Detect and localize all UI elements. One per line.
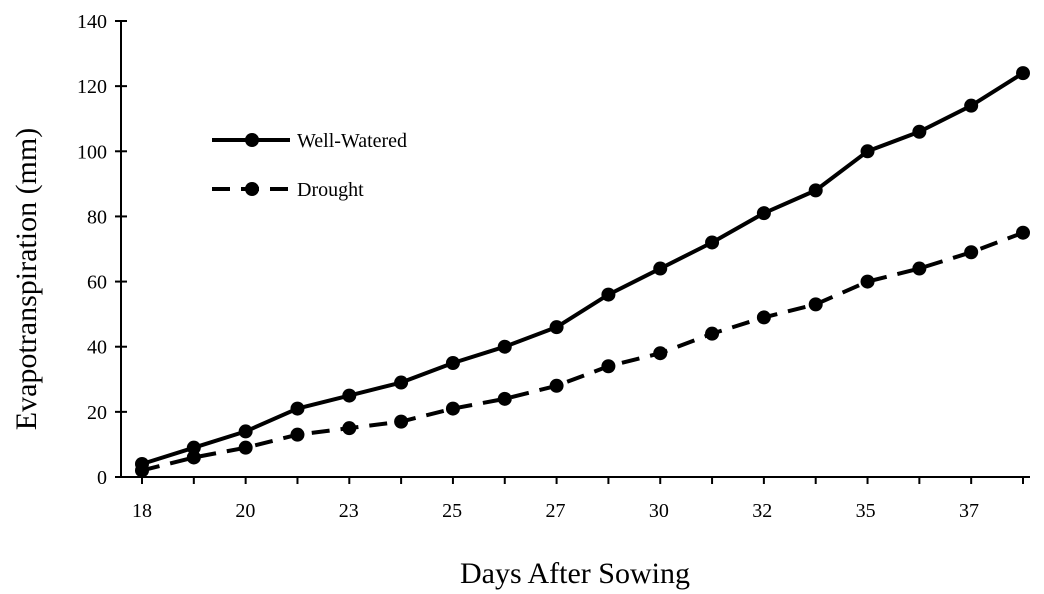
- data-point: [601, 359, 616, 374]
- data-point: [238, 440, 253, 455]
- data-point: [1016, 225, 1030, 240]
- series-line: [141, 230, 1024, 473]
- data-point: [445, 356, 460, 370]
- data-point: [860, 144, 875, 159]
- data-point: [342, 421, 357, 436]
- data-point: [135, 463, 149, 478]
- data-point: [705, 235, 720, 250]
- x-tick-label: 37: [959, 500, 979, 522]
- data-point: [186, 450, 201, 465]
- legend-swatch-marker: [245, 133, 259, 147]
- data-point: [342, 388, 357, 403]
- data-point: [1016, 66, 1030, 81]
- data-point: [964, 245, 979, 260]
- data-point: [549, 378, 564, 393]
- legend-label: Well-Watered: [297, 130, 407, 152]
- data-point: [860, 274, 875, 289]
- series-drought: [135, 225, 1030, 478]
- y-tick-label: 80: [87, 206, 107, 228]
- x-axis-title: Days After Sowing: [460, 557, 690, 590]
- data-point: [912, 261, 927, 276]
- data-point: [653, 346, 668, 361]
- y-tick-label: 100: [77, 141, 107, 163]
- data-point: [497, 339, 512, 354]
- series-layer: [135, 66, 1030, 478]
- axes: 0 20 40 60 80 100 120 140 18 20 23 25 27 30 32 35 37: [77, 11, 1030, 522]
- x-tick-label: 18: [132, 500, 152, 522]
- data-point: [497, 391, 512, 406]
- x-tick-label: 23: [339, 500, 359, 522]
- y-axis-title: Evapotranspiration (mm): [10, 128, 43, 430]
- data-point: [549, 320, 564, 335]
- data-point: [964, 98, 979, 113]
- data-point: [394, 375, 409, 390]
- data-point: [808, 183, 823, 198]
- data-point: [601, 287, 616, 302]
- series-well-watered: [135, 66, 1030, 471]
- data-point: [394, 414, 409, 429]
- data-point: [290, 401, 305, 416]
- x-tick-label: 27: [546, 500, 566, 522]
- y-tick-label: 60: [87, 272, 107, 294]
- legend-label: Drought: [297, 179, 364, 201]
- data-point: [705, 326, 720, 341]
- x-tick-label: 35: [856, 500, 876, 522]
- data-point: [653, 261, 668, 276]
- y-tick-label: 0: [97, 467, 107, 489]
- data-point: [912, 124, 927, 139]
- data-point: [808, 297, 823, 312]
- data-point: [290, 427, 305, 442]
- y-tick-label: 120: [77, 76, 107, 98]
- x-tick-label: 25: [442, 500, 462, 522]
- x-tick-label: 20: [235, 500, 255, 522]
- legend: Well-Watered Drought: [212, 130, 407, 201]
- data-point: [756, 206, 771, 221]
- y-tick-label: 140: [77, 11, 107, 33]
- y-tick-label: 40: [87, 337, 107, 359]
- data-point: [186, 440, 201, 455]
- y-tick-label: 20: [87, 402, 107, 424]
- legend-swatch-marker: [245, 182, 259, 196]
- x-tick-label: 30: [649, 500, 669, 522]
- x-tick-label: 32: [752, 500, 772, 522]
- data-point: [445, 401, 460, 416]
- data-point: [238, 424, 253, 439]
- series-line: [141, 71, 1025, 466]
- data-point: [756, 310, 771, 325]
